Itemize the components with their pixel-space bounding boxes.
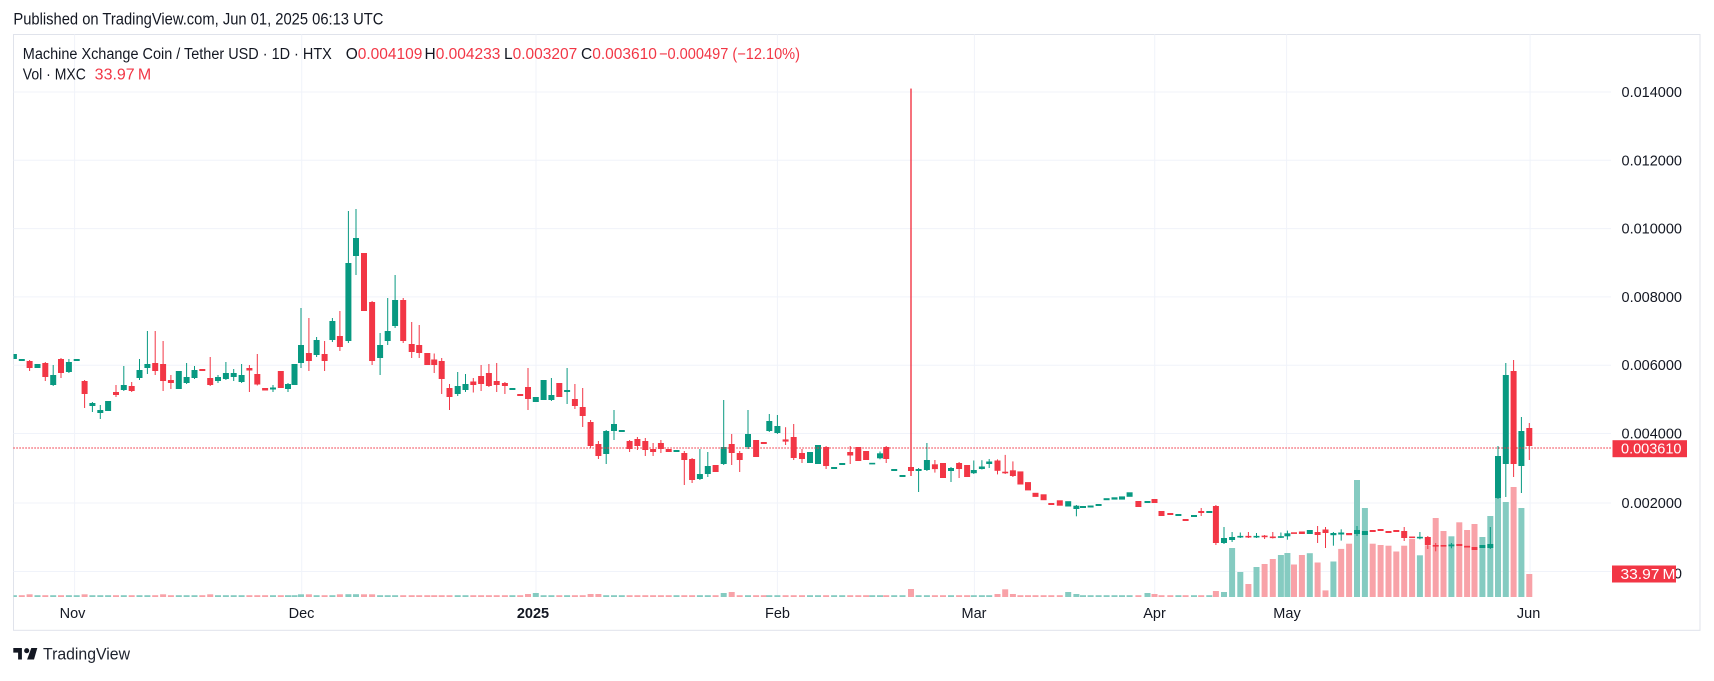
svg-text:Apr: Apr [1143, 606, 1166, 622]
svg-text:Dec: Dec [289, 606, 315, 622]
svg-text:TradingView: TradingView [43, 646, 130, 664]
svg-text:−0.000497 (−12.10%): −0.000497 (−12.10%) [659, 46, 800, 63]
svg-text:33.97 M: 33.97 M [1621, 567, 1676, 583]
svg-text:Feb: Feb [765, 606, 790, 622]
svg-text:0: 0 [1674, 567, 1682, 583]
svg-text:Mar: Mar [962, 606, 987, 622]
svg-text:0.008000: 0.008000 [1622, 290, 1682, 306]
svg-text:0.002000: 0.002000 [1622, 496, 1682, 512]
svg-text:0.004000: 0.004000 [1622, 427, 1682, 443]
svg-text:May: May [1273, 606, 1301, 622]
svg-text:33.97 M: 33.97 M [95, 67, 152, 84]
svg-text:Machine Xchange Coin / Tether: Machine Xchange Coin / Tether USD · 1D ·… [23, 46, 333, 63]
svg-text:H0.004233: H0.004233 [425, 46, 501, 63]
svg-text:0.003610: 0.003610 [1621, 442, 1681, 458]
svg-text:2025: 2025 [517, 606, 549, 622]
svg-text:0.010000: 0.010000 [1622, 222, 1682, 238]
svg-text:O0.004109: O0.004109 [346, 46, 423, 63]
svg-text:Nov: Nov [60, 606, 87, 622]
svg-text:L0.003207: L0.003207 [504, 46, 577, 63]
svg-text:Vol · MXC: Vol · MXC [23, 67, 86, 84]
svg-text:0.006000: 0.006000 [1622, 358, 1682, 374]
svg-text:0.012000: 0.012000 [1622, 153, 1682, 169]
svg-text:Published on TradingView.com,: Published on TradingView.com, Jun 01, 20… [13, 10, 383, 28]
svg-text:C0.003610: C0.003610 [581, 46, 657, 63]
svg-text:Jun: Jun [1517, 606, 1540, 622]
svg-text:0.014000: 0.014000 [1622, 85, 1682, 101]
